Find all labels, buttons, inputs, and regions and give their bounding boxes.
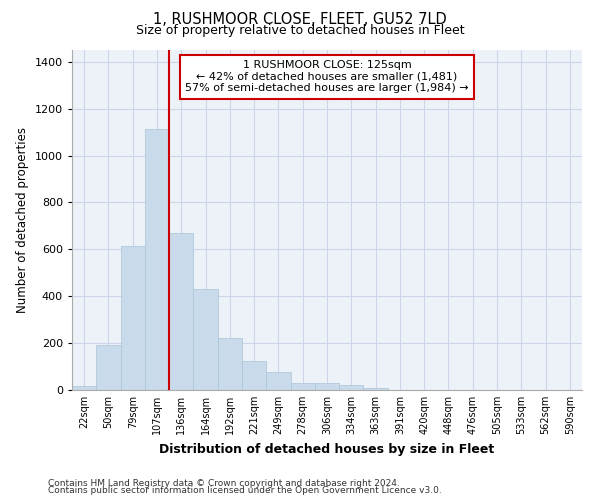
Bar [96, 346, 121, 390]
Bar [266, 372, 290, 390]
Bar [72, 386, 96, 390]
X-axis label: Distribution of detached houses by size in Fleet: Distribution of detached houses by size … [160, 442, 494, 456]
Bar [193, 289, 218, 390]
Bar [242, 360, 266, 390]
Bar [169, 233, 193, 390]
Text: 1 RUSHMOOR CLOSE: 125sqm
← 42% of detached houses are smaller (1,481)
57% of sem: 1 RUSHMOOR CLOSE: 125sqm ← 42% of detach… [185, 60, 469, 94]
Bar [121, 246, 145, 390]
Bar [290, 383, 315, 390]
Text: Contains public sector information licensed under the Open Government Licence v3: Contains public sector information licen… [48, 486, 442, 495]
Bar [145, 128, 169, 390]
Bar [364, 388, 388, 390]
Text: 1, RUSHMOOR CLOSE, FLEET, GU52 7LD: 1, RUSHMOOR CLOSE, FLEET, GU52 7LD [153, 12, 447, 28]
Text: Contains HM Land Registry data © Crown copyright and database right 2024.: Contains HM Land Registry data © Crown c… [48, 478, 400, 488]
Bar [339, 386, 364, 390]
Text: Size of property relative to detached houses in Fleet: Size of property relative to detached ho… [136, 24, 464, 37]
Y-axis label: Number of detached properties: Number of detached properties [16, 127, 29, 313]
Bar [315, 383, 339, 390]
Bar [218, 338, 242, 390]
